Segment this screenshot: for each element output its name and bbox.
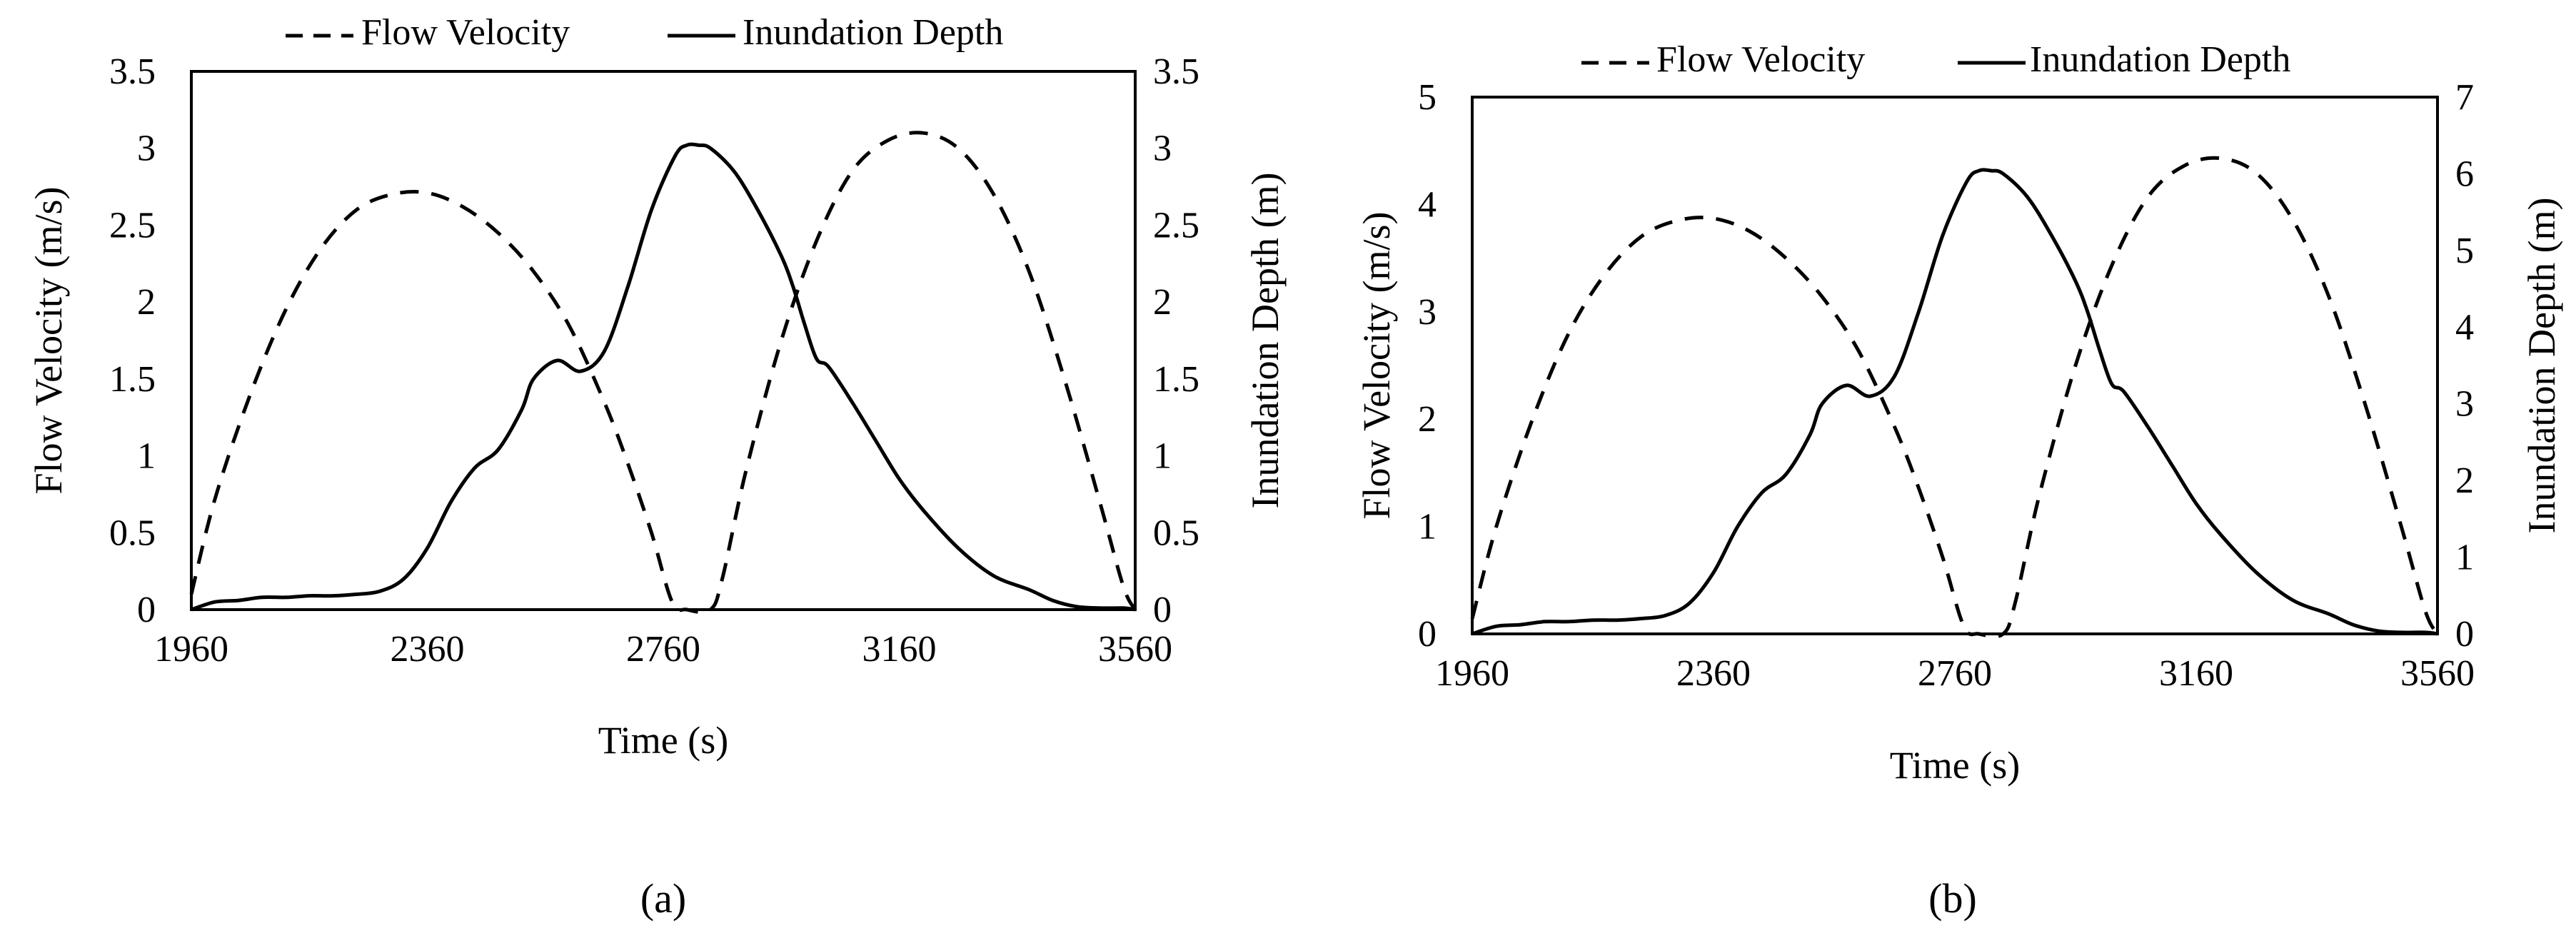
y-right-tick-label: 3: [1153, 128, 1172, 169]
x-ticks: 1960 2360 2760 3160 3560: [154, 629, 1172, 670]
x-tick-label: 1960: [1435, 653, 1509, 694]
y-left-tick-label: 1: [137, 436, 156, 477]
panel-label: (b): [1928, 875, 1977, 922]
legend: Flow Velocity Inundation Depth: [286, 12, 1003, 53]
y-left-tick-label: 2: [1418, 399, 1437, 440]
y-right-tick-label: 3: [2455, 384, 2474, 425]
y-left-tick-label: 1: [1418, 507, 1437, 548]
inundation-depth-line: [1471, 168, 2438, 636]
y-axis-right-title: Inundation Depth (m): [1244, 173, 1287, 509]
x-axis-title: Time (s): [598, 719, 729, 762]
y-axis-left-title: Flow Velocity (m/s): [1355, 212, 1398, 520]
y-left-tick-label: 0: [137, 590, 156, 630]
y-left-tick-label: 1.5: [109, 359, 156, 400]
y-right-tick-label: 0.5: [1153, 513, 1199, 553]
y-axis-left-title: Flow Velocity (m/s): [27, 187, 70, 495]
x-ticks: 1960 2360 2760 3160 3560: [1435, 653, 2475, 694]
y-right-tick-label: 4: [2455, 307, 2474, 348]
y-ticks-right: 0 1 2 3 4 5 6 7: [2455, 77, 2474, 655]
y-right-tick-label: 5: [2455, 231, 2474, 271]
flow-velocity-line: [1470, 156, 2440, 639]
legend-flow-velocity-label: Flow Velocity: [1656, 39, 1865, 80]
y-ticks-right: 0 0.5 1 1.5 2 2.5 3 3.5: [1153, 51, 1199, 630]
x-tick-label: 3160: [862, 629, 937, 670]
y-ticks-left: 0 0.5 1 1.5 2 2.5 3 3.5: [109, 51, 156, 630]
y-axis-right-title: Inundation Depth (m): [2520, 198, 2563, 534]
y-right-tick-label: 2: [2455, 460, 2474, 501]
y-right-tick-label: 2.5: [1153, 205, 1199, 246]
legend-flow-velocity-label: Flow Velocity: [361, 12, 570, 53]
y-right-tick-label: 1.5: [1153, 359, 1199, 400]
y-left-tick-label: 0: [1418, 614, 1437, 655]
x-tick-label: 2360: [391, 629, 465, 670]
y-left-tick-label: 2.5: [109, 205, 156, 246]
x-tick-label: 3560: [1098, 629, 1172, 670]
legend: Flow Velocity Inundation Depth: [1581, 39, 2290, 80]
y-right-tick-label: 7: [2455, 77, 2474, 118]
x-tick-label: 3160: [2159, 653, 2233, 694]
y-right-tick-label: 6: [2455, 153, 2474, 194]
y-left-tick-label: 2: [137, 282, 156, 323]
legend-inundation-depth-label: Inundation Depth: [2030, 39, 2290, 80]
x-tick-label: 2760: [626, 629, 700, 670]
y-right-tick-label: 1: [1153, 436, 1172, 477]
x-tick-label: 2760: [1918, 653, 1992, 694]
y-right-tick-label: 3.5: [1153, 51, 1199, 92]
panel-label: (a): [640, 875, 686, 922]
y-ticks-left: 0 1 2 3 4 5: [1418, 77, 1437, 655]
legend-inundation-depth-label: Inundation Depth: [743, 12, 1003, 53]
x-tick-label: 1960: [154, 629, 228, 670]
y-left-tick-label: 0.5: [109, 513, 156, 553]
inundation-depth-line: [191, 142, 1136, 612]
x-tick-label: 3560: [2400, 653, 2475, 694]
y-left-tick-label: 4: [1418, 184, 1437, 225]
y-left-tick-label: 3: [1418, 292, 1437, 333]
x-tick-label: 2360: [1676, 653, 1751, 694]
y-right-tick-label: 0: [2455, 614, 2474, 655]
x-axis-title: Time (s): [1890, 744, 2021, 787]
chart-panel-a: Flow Velocity Inundation Depth 1960 2360 2…: [27, 12, 1287, 922]
flow-velocity-line: [189, 131, 1137, 615]
series-lines: [1470, 156, 2440, 639]
y-left-tick-label: 3: [137, 128, 156, 169]
series-lines: [189, 131, 1137, 615]
plot-area-frame: [1471, 96, 2439, 635]
y-left-tick-label: 5: [1418, 77, 1437, 118]
y-right-tick-label: 1: [2455, 538, 2474, 578]
y-right-tick-label: 0: [1153, 590, 1172, 630]
plot-area-frame: [190, 70, 1137, 611]
chart-panel-b: Flow Velocity Inundation Depth 1960 2360 2…: [1355, 39, 2563, 922]
y-right-tick-label: 2: [1153, 282, 1172, 323]
y-left-tick-label: 3.5: [109, 51, 156, 92]
